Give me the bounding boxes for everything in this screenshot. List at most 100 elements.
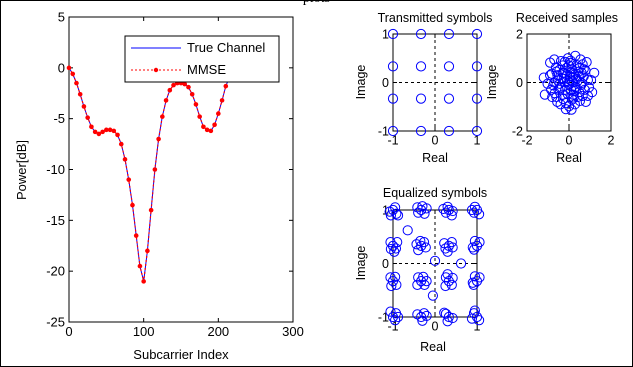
received-y-ticks: 2 0 -2 [512,27,611,138]
scatter-point [469,271,480,282]
mmse-marker [193,102,199,107]
scatter-point [471,311,483,323]
scatter-point [559,56,570,67]
scatter-point [446,279,457,290]
scatter-point [466,313,478,324]
y-tick-label: -20 [46,264,65,279]
scatter-point [455,258,467,269]
y-tick-label: -10 [46,162,65,177]
power-plot-xlabel: Subcarrier Index [133,347,229,362]
scatter-point [391,208,402,219]
x-tick-label: -2 [521,134,532,148]
scatter-point [566,58,577,69]
scatter-point [386,280,397,292]
scatter-point [551,66,562,77]
equalized-zero-lines [393,210,477,317]
scatter-point [468,244,480,255]
received-points [538,50,600,115]
scatter-point [566,104,577,115]
scatter-point [418,237,430,248]
scatter-point [412,202,423,213]
scatter-point [550,62,562,73]
scatter-point [389,246,400,257]
y-tick-label: 2 [516,27,523,41]
scatter-point [415,61,427,72]
scatter-point [467,242,478,253]
y-tick-label: -2 [512,124,523,138]
y-tick-label: -15 [46,213,65,228]
scatter-point [387,61,399,72]
x-tick-label: 1 [474,320,481,334]
scatter-point [412,279,423,290]
mmse-marker [219,98,225,103]
scatter-point [392,210,404,221]
scatter-point [471,125,483,137]
mmse-marker [96,131,102,137]
transmitted-y-ticks: 1 0 -1 [378,27,477,138]
mmse-marker [133,233,139,238]
equalized-ylabel: Image [354,246,368,281]
transmitted-x-ticks: -1 0 1 [387,34,481,148]
y-tick-label: -1 [378,124,389,138]
x-tick-label: 100 [133,324,155,339]
mmse-marker [115,132,120,138]
scatter-point [387,28,399,40]
power-plot-y-ticks: 5 0 -5 -10 -15 -20 -25 [46,10,293,330]
mmse-marker [81,104,87,109]
x-tick-label: 0 [65,324,72,339]
transmitted-ylabel: Image [354,65,368,100]
power-plot-x-ticks: 0 100 200 300 [65,17,304,339]
figure-caption: plots [0,0,633,7]
scatter-point [415,93,427,104]
x-tick-label: 0 [432,320,439,334]
scatter-point [427,290,438,301]
mmse-marker [148,207,154,213]
scatter-point [578,64,589,75]
scatter-point [549,54,560,65]
mmse-marker [171,82,176,88]
mmse-marker [201,124,206,130]
mmse-marker [130,202,135,208]
scatter-point [447,242,458,253]
received-title: Received samples [516,11,618,25]
scatter-point [474,315,485,326]
mmse-marker [122,157,128,162]
legend-mmse-label: MMSE [187,62,226,77]
scatter-point [577,90,588,101]
mmse-marker [212,122,217,128]
scatter-point [415,125,427,137]
mmse-marker [223,83,229,89]
scatter-point [447,312,458,324]
scatter-point [539,89,550,100]
mmse-marker [186,84,191,90]
scatter-point [474,272,485,283]
scatter-point [440,280,451,292]
transmitted-points [387,28,483,137]
mmse-marker [70,71,76,77]
scatter-point [390,243,402,254]
scatter-point [419,208,430,219]
mmse-marker [66,65,72,71]
legend-true-channel-label: True Channel [187,40,265,55]
transmitted-zero-lines [393,34,477,131]
scatter-point [415,28,427,40]
received-ylabel: Image [485,65,499,100]
y-tick-label: -1 [378,310,389,324]
power-plot: 0 100 200 300 5 0 -5 -10 -15 -20 -25 Subcarrier I… [14,10,304,362]
received-x-ticks: -2 0 2 [521,34,615,148]
legend-mmse-marker [153,67,159,73]
legend-box [124,35,280,83]
mmse-marker [104,127,109,133]
mmse-marker [89,124,94,130]
scatter-point [420,242,431,253]
scatter-point [581,57,592,68]
scatter-point [440,272,452,283]
scatter-point [446,210,457,221]
scatter-point [440,243,451,254]
scatter-point [557,89,568,100]
scatter-point [402,225,413,236]
scatter-point [560,104,571,115]
scatter-point [468,207,480,218]
mmse-marker [85,115,90,120]
